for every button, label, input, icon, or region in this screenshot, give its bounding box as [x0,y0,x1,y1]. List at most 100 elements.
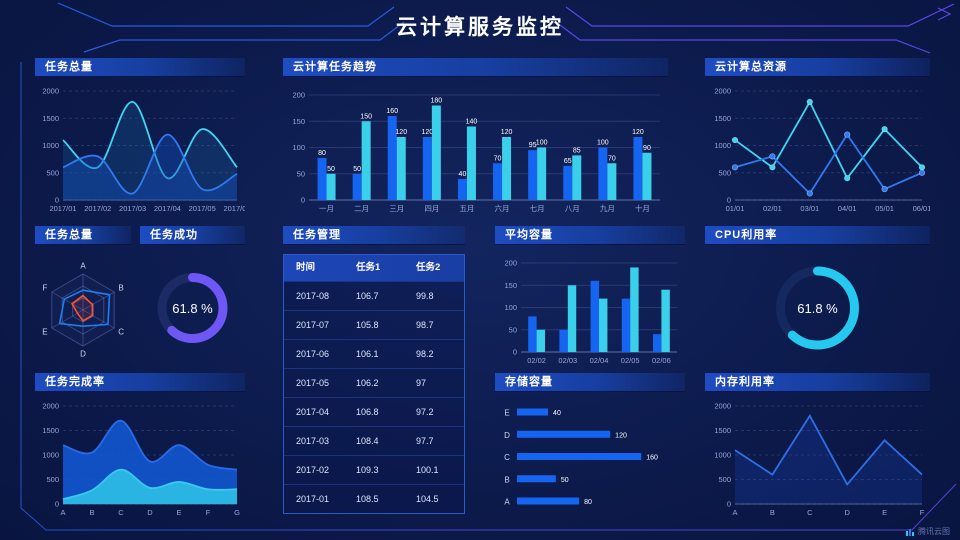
panel-storage: 存储容量 E 40 D 120 C 160 B 50 A 80 [495,373,685,518]
panel-task-trend: 云计算任务趋势 0 50 100 150 200 一月 二月 三月 四月 五月 六月 七月 八月 九月 十月… [283,58,668,218]
svg-text:七月: 七月 [530,204,545,213]
svg-text:120: 120 [632,129,644,136]
table-cell: 106.7 [356,291,379,301]
panel-total-resources: 云计算总资源 0 500 1000 1500 2000 01/01 02/01 03/01 04… [705,58,930,218]
table-cell: 105.8 [356,320,379,330]
svg-text:四月: 四月 [424,204,439,213]
svg-text:1500: 1500 [714,114,731,123]
panel-completion-rate: 任务完成率 0 500 1000 1500 2000 A B C D E F G [35,373,245,518]
watermark-logo-icon [906,528,914,536]
svg-text:500: 500 [718,168,731,177]
svg-text:02/04: 02/04 [590,356,609,365]
svg-text:A: A [80,262,86,271]
svg-text:03/01: 03/01 [800,204,819,213]
svg-text:500: 500 [718,475,731,484]
svg-text:2017/05: 2017/05 [189,204,216,213]
table-cell: 108.4 [356,436,379,446]
task-total-area-chart: 0 500 1000 1500 2000 2017/01 2017/02 2017/03 201… [42,87,245,214]
svg-text:2000: 2000 [42,87,59,96]
table-cell: 109.3 [356,465,379,475]
table-cell: 98.7 [416,320,434,330]
svg-text:A: A [504,498,510,507]
table-cell: 2017-07 [296,320,330,330]
svg-text:2017/02: 2017/02 [84,204,111,213]
table-row: 2017-01 108.5 104.5 [284,484,464,513]
svg-text:50: 50 [297,169,305,178]
panel-title-task-total-radar: 任务总量 [35,226,131,245]
table-cell: 97.2 [416,407,434,417]
svg-text:0: 0 [301,196,305,205]
svg-text:A: A [60,508,65,517]
panel-title-task-total: 任务总量 [35,58,245,77]
svg-text:B: B [89,508,94,517]
svg-text:200: 200 [292,91,305,100]
svg-text:120: 120 [501,129,513,136]
table-cell: 106.2 [356,378,379,388]
table-cell: 2017-03 [296,436,330,446]
table-cell: 2017-02 [296,465,330,475]
table-cell: 108.5 [356,494,379,504]
svg-text:D: D [504,431,510,440]
table-cell: 106.8 [356,407,379,417]
svg-text:100: 100 [597,140,609,147]
svg-text:50: 50 [353,166,361,173]
svg-text:二月: 二月 [354,204,369,213]
svg-text:2017/06: 2017/06 [223,204,245,213]
table-header-cell: 任务2 [416,262,441,273]
watermark: 腾讯云图 [905,526,950,537]
table-row: 2017-03 108.4 97.7 [284,426,464,455]
table-cell: 98.2 [416,349,434,359]
svg-text:B: B [118,284,123,293]
table-row: 2017-02 109.3 100.1 [284,455,464,484]
svg-text:70: 70 [608,155,616,162]
svg-text:0: 0 [727,196,731,205]
panel-memory: 内存利用率 0 500 1000 1500 2000 A B C D E F [705,373,930,518]
svg-text:2017/03: 2017/03 [119,204,146,213]
svg-text:200: 200 [504,259,517,268]
svg-text:150: 150 [360,113,372,120]
svg-text:B: B [504,475,509,484]
panel-title-task-trend: 云计算任务趋势 [283,58,668,77]
svg-text:95: 95 [529,142,537,149]
svg-text:2000: 2000 [714,402,731,411]
svg-text:1000: 1000 [42,141,59,150]
task-management-table: 时间 任务1 任务2 2017-08 106.7 99.8 2017-07 105.8 98.7… [283,254,465,514]
svg-text:160: 160 [646,455,658,462]
watermark-text: 腾讯云图 [918,527,950,536]
svg-text:01/01: 01/01 [726,204,745,213]
svg-text:D: D [844,508,850,517]
task-success-donut-chart: 61.8 % [157,273,228,343]
svg-text:E: E [176,508,181,517]
svg-text:1500: 1500 [714,426,731,435]
svg-text:十月: 十月 [635,203,650,213]
svg-text:F: F [206,508,211,517]
table-row: 2017-08 106.7 99.8 [284,281,464,310]
task-trend-bar-chart: 0 50 100 150 200 一月 二月 三月 四月 五月 六月 七月 八月 九月 十月 80 50 160 1… [292,91,660,213]
avg-capacity-bar-chart: 0 50 100 150 200 02/02 02/03 02/04 02/05 02/06 [504,259,677,365]
panel-cpu-usage: CPU利用率 61.8 % [705,226,930,366]
task-total-radar-chart: A B C D E F [42,262,124,359]
svg-text:02/02: 02/02 [527,356,546,365]
svg-text:D: D [147,508,153,517]
svg-text:B: B [770,508,775,517]
svg-text:F: F [42,284,47,293]
completion-rate-area-chart: 0 500 1000 1500 2000 A B C D E F G [42,402,240,518]
panel-task-management: 任务管理 时间 任务1 任务2 2017-08 106.7 99.8 2017-07 105.… [283,226,465,514]
panel-title-total-resources: 云计算总资源 [705,58,930,77]
svg-text:85: 85 [573,147,581,154]
svg-text:80: 80 [318,150,326,157]
svg-text:0: 0 [55,196,59,205]
page-title: 云计算服务监控 [396,16,564,39]
table-cell: 104.5 [416,494,439,504]
table-cell: 106.1 [356,349,379,359]
svg-text:C: C [118,328,124,337]
svg-text:50: 50 [327,166,335,173]
table-cell: 2017-08 [296,291,330,301]
svg-text:六月: 六月 [495,203,510,213]
svg-text:120: 120 [422,129,434,136]
svg-text:G: G [234,508,240,517]
svg-text:02/05: 02/05 [621,356,640,365]
svg-text:61.8 %: 61.8 % [172,301,213,316]
panel-title-cpu-usage: CPU利用率 [705,226,930,245]
table-row: 2017-06 106.1 98.2 [284,339,464,368]
